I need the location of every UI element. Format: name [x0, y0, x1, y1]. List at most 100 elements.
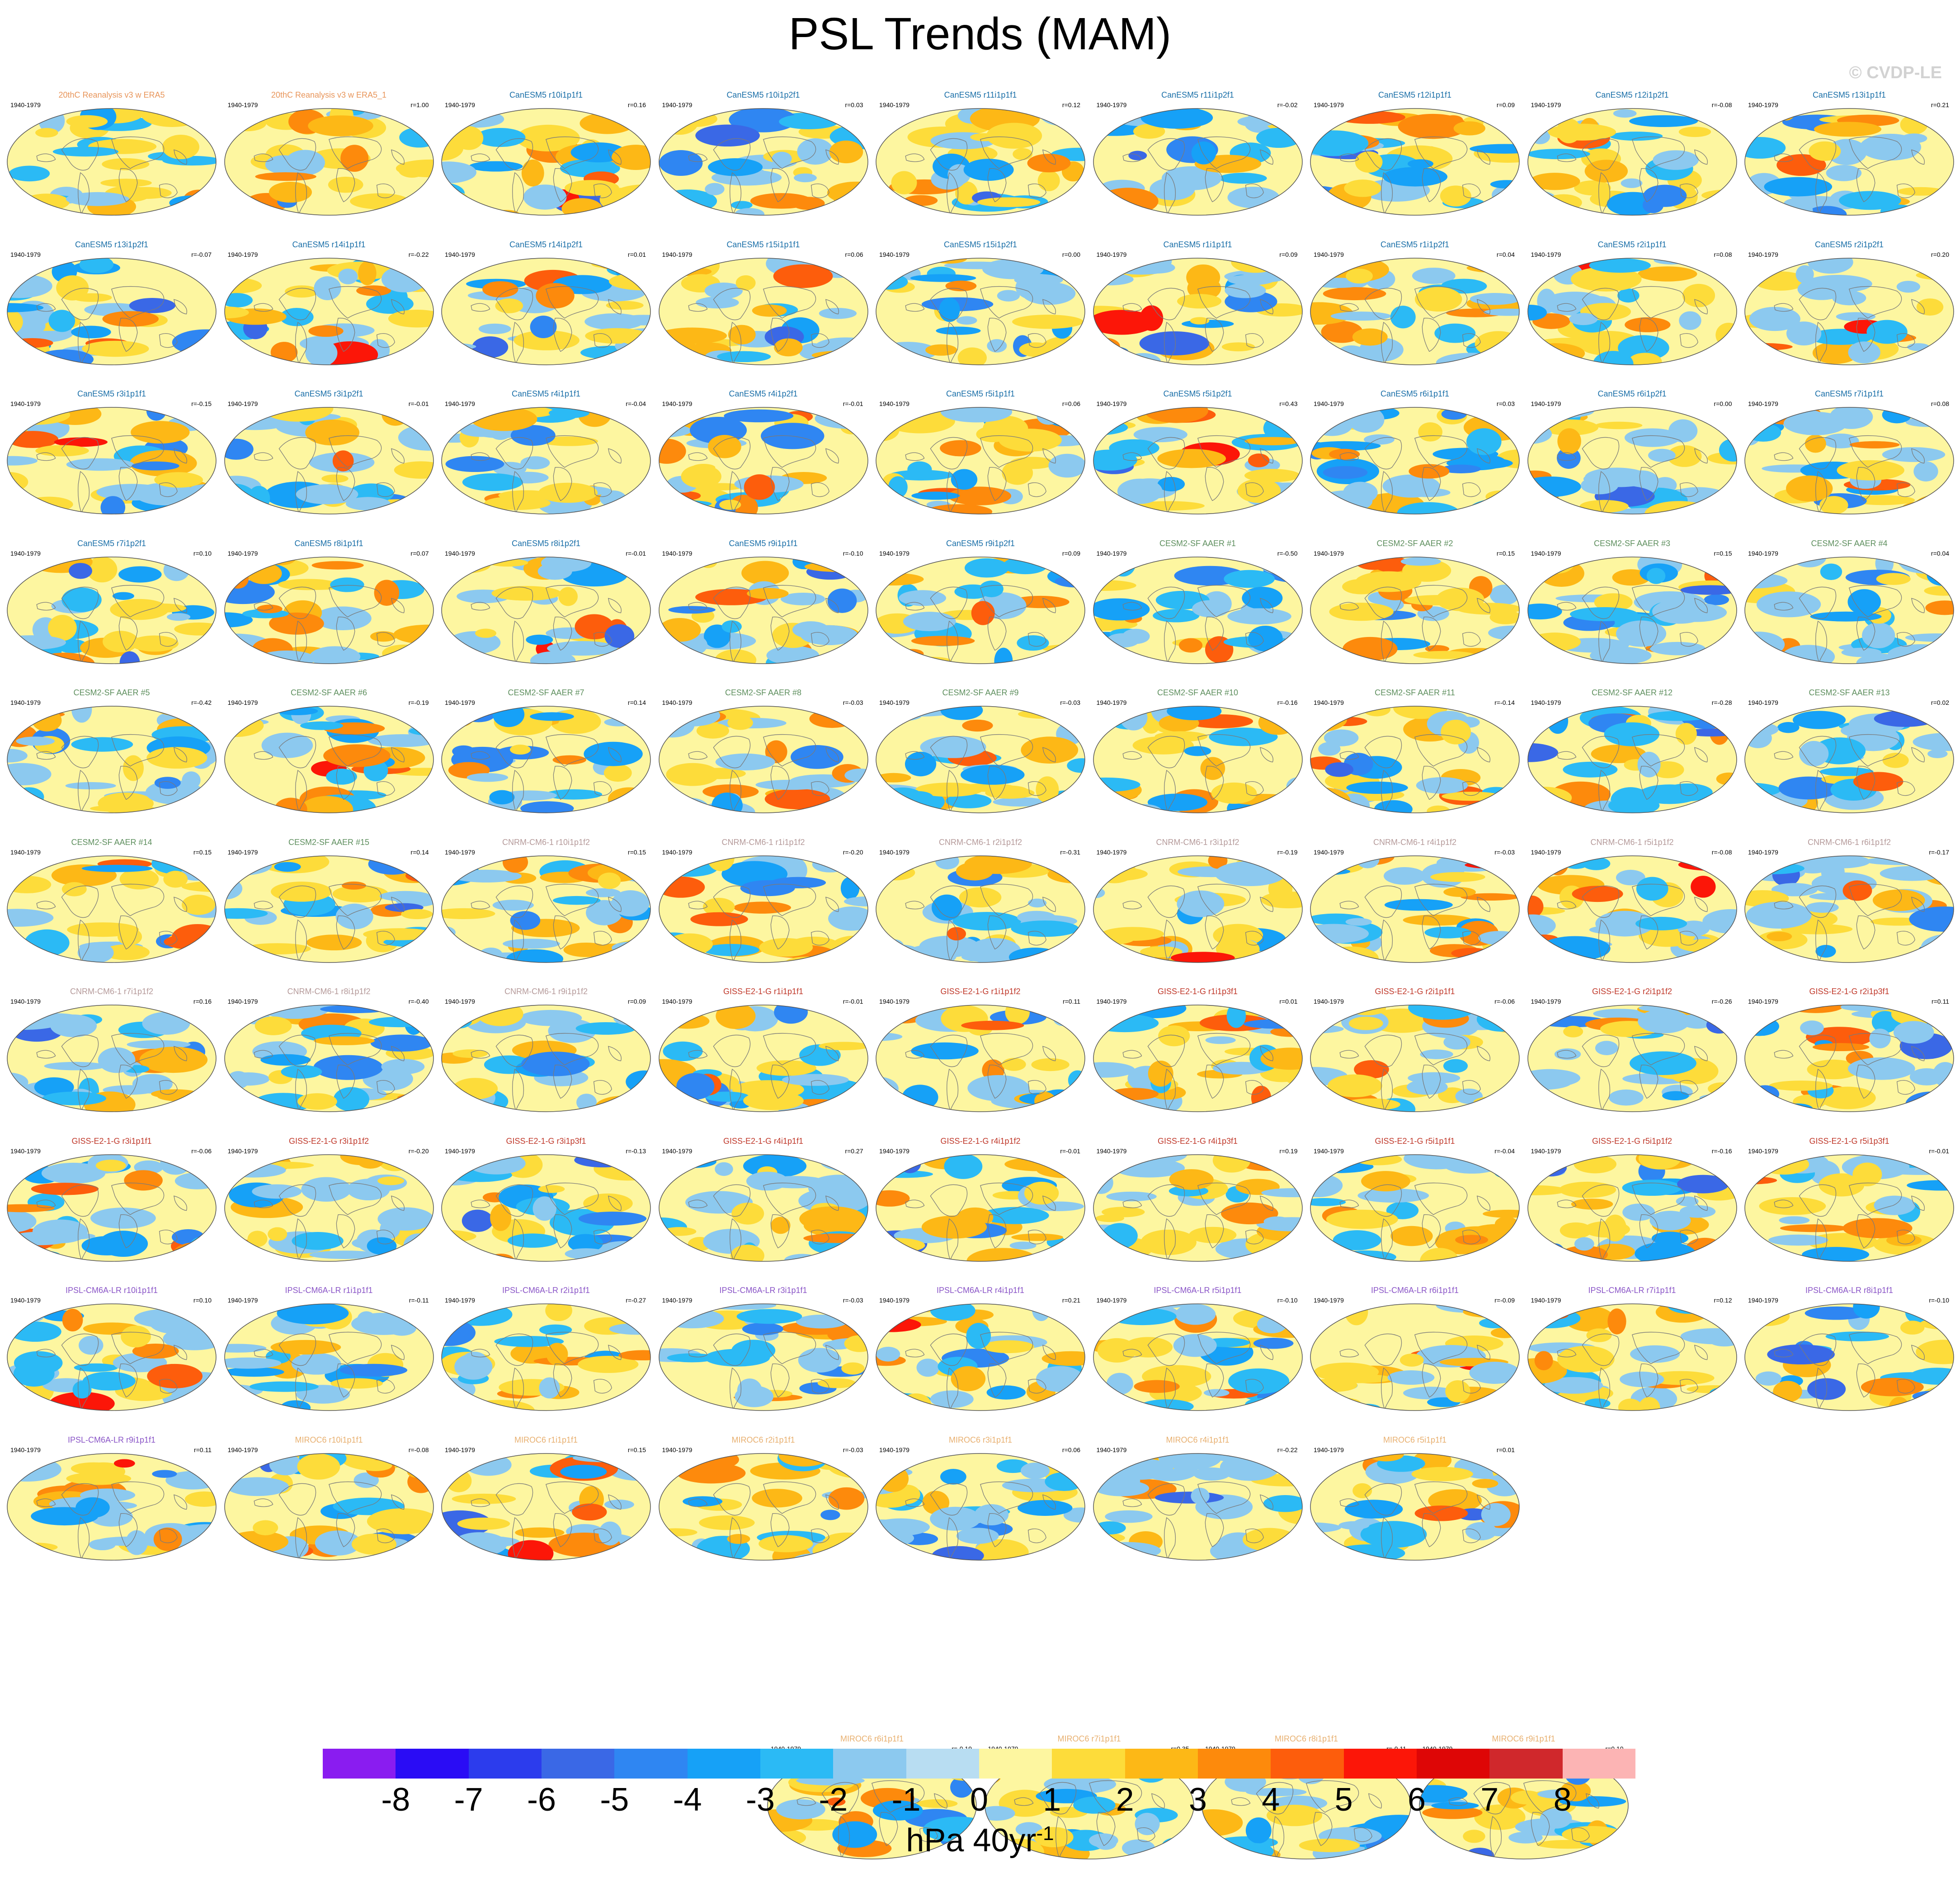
panel-period: 1940-1979 [227, 699, 258, 706]
anomaly-contour [66, 115, 108, 128]
anomaly-contour [742, 1322, 783, 1335]
anomaly-contour [1277, 797, 1302, 810]
coastline-path [713, 885, 750, 918]
coastline-path [111, 136, 165, 169]
coastline-path [376, 1229, 395, 1244]
coastline-path [688, 452, 707, 461]
coastline-path [1205, 168, 1224, 203]
anomaly-contour [224, 1163, 286, 1178]
anomaly-contour [1745, 1387, 1772, 1401]
anomaly-contour [832, 186, 858, 207]
anomaly-contour [1540, 1808, 1572, 1829]
map-panel-svg [441, 1154, 651, 1262]
anomaly-contour [23, 800, 56, 813]
anomaly-contour [835, 502, 868, 514]
panel-title: CanESM5 r4i1p2f1 [729, 389, 798, 398]
coastline-path [763, 286, 816, 319]
anomaly-contour [1716, 772, 1737, 785]
coastlines [36, 1033, 187, 1112]
coastline-path [729, 1517, 741, 1560]
anomaly-contour [309, 646, 360, 664]
anomaly-contour [510, 425, 556, 446]
anomaly-contour [1343, 637, 1398, 661]
anomaly-contour [154, 777, 181, 789]
coastline-path [1381, 471, 1393, 514]
anomaly-contour [611, 890, 650, 916]
anomaly-contour [1345, 918, 1372, 926]
colorbar-swatch [1198, 1749, 1271, 1779]
anomaly-contour [1552, 1105, 1581, 1112]
coastline-path [1364, 1034, 1402, 1067]
coastlines [253, 435, 405, 514]
map-field [7, 855, 216, 963]
coastline-path [919, 1827, 938, 1842]
panel-title: CanESM5 r1i1p1f1 [1163, 240, 1232, 249]
anomaly-contour [1223, 570, 1275, 588]
coastline-path [61, 1483, 99, 1515]
anomaly-contour [971, 600, 995, 625]
anomaly-contour [1776, 109, 1796, 121]
panel-period: 1940-1979 [1531, 250, 1561, 258]
anomaly-contour [752, 304, 787, 317]
anomaly-contour [14, 1351, 63, 1375]
panel-period: 1940-1979 [445, 998, 475, 1005]
map-outline [658, 407, 868, 514]
coastline-path [471, 1199, 490, 1208]
anomaly-contour [956, 1527, 999, 1544]
coastline-path [1848, 734, 1902, 767]
anomaly-contour [1310, 1378, 1357, 1392]
map-panel-svg [1093, 706, 1303, 813]
map-outline [7, 706, 217, 813]
coastline-path [61, 1333, 99, 1366]
anomaly-contour [1053, 1009, 1074, 1026]
anomaly-contour [977, 197, 1041, 207]
coastlines [1556, 1033, 1708, 1112]
anomaly-contour [224, 1157, 255, 1170]
coastline-path [295, 620, 307, 664]
anomaly-contour [876, 1518, 930, 1536]
coastlines [1231, 1780, 1382, 1859]
anomaly-contour [1560, 1222, 1592, 1238]
anomaly-contour [1647, 711, 1710, 721]
coastline-path [810, 781, 829, 796]
anomaly-contour [1583, 471, 1653, 487]
coastline-path [118, 766, 138, 800]
anomaly-contour [186, 654, 216, 664]
coastline-path [1856, 1065, 1875, 1099]
colorbar-swatch [468, 1749, 542, 1779]
coastline-path [1523, 1780, 1576, 1813]
panel-period: 1940-1979 [445, 848, 475, 856]
anomaly-contour [1570, 266, 1642, 292]
anomaly-contour [1928, 867, 1947, 876]
colorbar-tick-label: -3 [745, 1782, 775, 1818]
map-panel-svg [7, 1453, 217, 1561]
anomaly-contour [492, 706, 525, 727]
anomaly-contour [1436, 352, 1506, 365]
anomaly-contour [1662, 1091, 1689, 1100]
coastline-path [512, 321, 524, 365]
coastline-path [1205, 1065, 1224, 1099]
anomaly-contour [1569, 607, 1638, 621]
figure-title: PSL Trends (MAM) [788, 9, 1172, 59]
coastline-path [871, 1780, 925, 1813]
anomaly-contour [1564, 1306, 1614, 1332]
coastline-path [159, 1379, 178, 1394]
anomaly-contour [1357, 1188, 1429, 1203]
coastline-path [278, 288, 316, 320]
colorbar-tick-label: -8 [381, 1782, 410, 1818]
coastline-path [1774, 602, 1794, 610]
anomaly-contour [744, 474, 775, 500]
coastline-path [1462, 632, 1481, 646]
anomaly-contour [132, 461, 179, 471]
panel-title: CNRM-CM6-1 r8i1p1f2 [287, 987, 371, 996]
coastlines [1339, 883, 1490, 963]
anomaly-contour [702, 784, 759, 799]
map-outline [658, 257, 868, 365]
coastline-path [118, 1214, 138, 1248]
anomaly-contour [1203, 1389, 1230, 1397]
coastline-path [376, 930, 395, 945]
coastline-path [1896, 184, 1915, 198]
coastline-path [1422, 1513, 1441, 1547]
coastline-path [688, 1349, 707, 1358]
coastline-path [545, 286, 599, 319]
